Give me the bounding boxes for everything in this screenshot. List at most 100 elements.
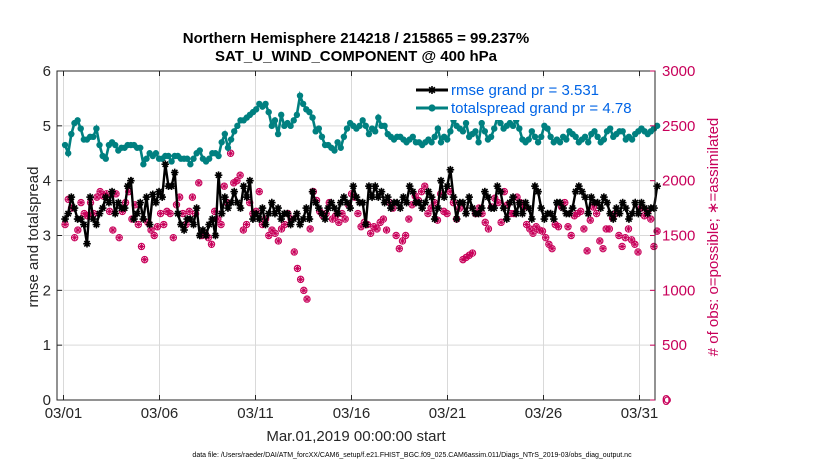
rmse-point (365, 182, 373, 190)
rmse-point (609, 215, 618, 223)
obs-point (468, 249, 477, 257)
spread-point (187, 161, 194, 168)
spread-point (381, 122, 388, 130)
obs-assimilated-marker-stroke (371, 224, 377, 230)
rmse-point-star (246, 176, 254, 185)
rmse-point-star-stroke (256, 215, 263, 223)
rmse-point (230, 187, 239, 196)
rmse-point-star-stroke (140, 215, 147, 223)
spread-point (140, 161, 147, 168)
spread-point (359, 117, 366, 124)
rmse-point-star (640, 204, 649, 212)
obs-point (153, 223, 162, 231)
rmse-point-star (383, 193, 392, 201)
rmse-point-star-stroke (334, 210, 341, 217)
obs-point (185, 207, 193, 216)
y2-tick-label: 1500 (662, 228, 695, 245)
legend-box (413, 78, 651, 120)
spread-point (516, 125, 523, 132)
obs-point (271, 229, 279, 238)
obs-assimilated-marker-stroke (629, 237, 635, 243)
obs-assimilated-marker (300, 287, 308, 294)
rmse-point (152, 198, 160, 207)
rmse-point-star (399, 193, 408, 201)
spread-point (653, 122, 661, 130)
rmse-point (499, 204, 508, 212)
rmse-point (158, 193, 166, 201)
rmse-point-star (584, 209, 593, 218)
rmse-point (637, 198, 646, 207)
rmse-point-star (120, 204, 129, 212)
spread-point (509, 122, 517, 130)
rmse-point-star (637, 198, 646, 207)
rmse-point-star (95, 209, 104, 218)
rmse-point (214, 171, 223, 179)
obs-point (401, 231, 410, 240)
rmse-point-star (239, 182, 248, 190)
rmse-point (136, 198, 145, 207)
rmse-point (202, 231, 210, 240)
rmse-point (167, 182, 176, 190)
spread-point (111, 141, 119, 149)
rmse-point-star (224, 204, 232, 212)
x-tick-label: 03/26 (525, 405, 563, 422)
rmse-point (415, 198, 423, 207)
rmse-point-star-stroke (494, 182, 501, 190)
obs-assimilated-marker-stroke (403, 232, 409, 239)
x-tick-label: 03/06 (141, 405, 179, 422)
obs-assimilated-marker (243, 221, 250, 228)
rmse-point (524, 204, 533, 212)
rmse-point-star (531, 182, 539, 190)
rmse-point-star (274, 204, 282, 212)
obs-point (615, 231, 623, 240)
obs-assimilated-marker (539, 227, 546, 235)
rmse-point (293, 209, 301, 218)
obs-point (166, 209, 174, 218)
rmse-point-star (242, 193, 251, 201)
obs-point (599, 244, 607, 253)
obs-point (443, 209, 451, 218)
rmse-point-star-stroke (387, 204, 395, 212)
rmse-point-star (653, 182, 661, 190)
rmse-point (615, 209, 624, 218)
obs-assimilated-marker-stroke (425, 210, 431, 217)
rmse-point (568, 204, 577, 212)
rmse-point-star (340, 193, 348, 201)
spread-point (278, 111, 285, 119)
rmse-point (618, 198, 627, 207)
rmse-point (105, 198, 113, 207)
rmse-point-star-stroke (287, 221, 294, 228)
obs-point (140, 255, 149, 264)
obs-assimilated-marker-stroke (495, 199, 501, 206)
spread-point (93, 125, 100, 132)
rmse-point-star-stroke (459, 199, 467, 206)
obs-assimilated-marker-stroke (552, 221, 558, 228)
obs-assimilated-marker (217, 221, 225, 228)
rmse-point-star (387, 204, 395, 212)
rmse-point-star (361, 220, 370, 229)
spread-point (205, 155, 213, 162)
rmse-point-star (549, 215, 558, 223)
rmse-point-star (418, 204, 426, 212)
rmse-point-star-stroke (362, 221, 370, 228)
rmse-point (653, 182, 661, 190)
rmse-point (111, 209, 119, 218)
rmse-point (258, 204, 267, 212)
rmse-point-star (296, 220, 304, 229)
obs-assimilated-marker-stroke (368, 230, 374, 236)
rmse-point-star-stroke (475, 210, 482, 217)
obs-point (179, 209, 187, 218)
rmse-point-star (606, 209, 614, 218)
rmse-point-star-stroke (262, 221, 269, 228)
obs-assimilated-marker-stroke (622, 235, 628, 241)
rmse-point-star (170, 168, 179, 177)
obs-assimilated-marker (583, 247, 591, 255)
obs-assimilated-marker (341, 215, 349, 223)
obs-point (207, 240, 216, 248)
rmse-point-star (302, 204, 311, 212)
rmse-point (343, 198, 351, 207)
rmse-point-star (600, 193, 608, 201)
spread-point (190, 155, 197, 162)
rmse-point-star (61, 215, 69, 223)
obs-assimilated-marker-stroke (291, 249, 297, 255)
